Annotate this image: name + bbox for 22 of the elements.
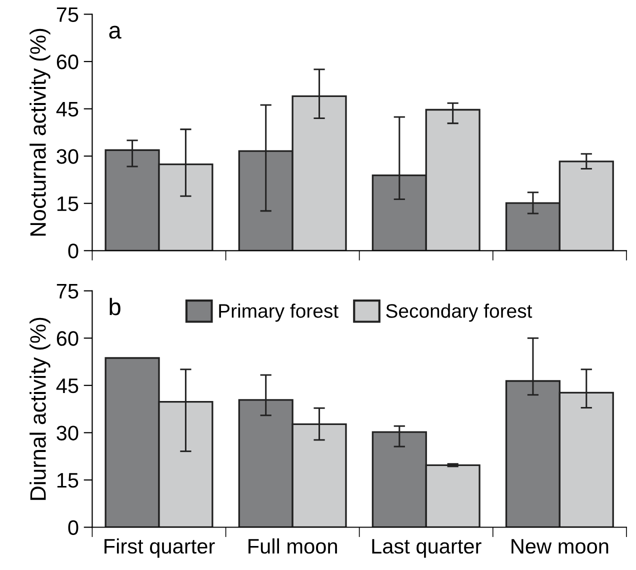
y-tick-label: 45 xyxy=(56,378,78,394)
chart-title: a xyxy=(109,26,122,39)
x-tick-label: First quarter xyxy=(104,538,215,558)
y-tick-label: 15 xyxy=(57,196,78,212)
x-tick-label: New moon xyxy=(512,539,608,554)
y-tick-label: 30 xyxy=(56,426,78,440)
legend-label: Secondary forest xyxy=(386,304,532,322)
y-tick-label: 60 xyxy=(56,54,78,70)
x-tick-label: Full moon xyxy=(248,538,337,554)
y-tick-label: 75 xyxy=(56,284,78,299)
y-tick-label: 45 xyxy=(56,102,78,117)
y-tick-label: 30 xyxy=(56,149,78,164)
y-tick-label: 15 xyxy=(57,473,78,488)
y-tick-label: 0 xyxy=(68,520,78,536)
legend-label: Primary forest xyxy=(219,304,338,322)
y-tick-label: 75 xyxy=(56,7,78,22)
y-tick-label: 0 xyxy=(68,244,78,258)
y-axis-title: Nocturnal activity (%) xyxy=(30,28,50,236)
chart-title: b xyxy=(110,298,120,316)
x-tick-label: Last quarter xyxy=(372,539,482,558)
y-tick-label: 60 xyxy=(56,331,78,346)
y-axis-title: Diurnal activity (%) xyxy=(30,318,50,500)
